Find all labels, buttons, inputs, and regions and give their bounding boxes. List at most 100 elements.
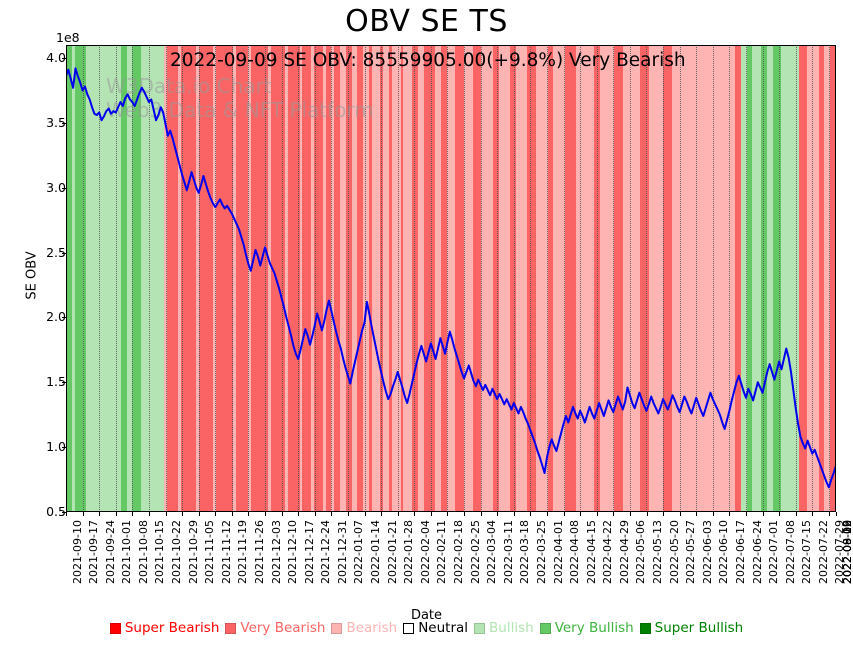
sentiment-band (342, 45, 347, 512)
x-tick-mark (165, 512, 167, 516)
sentiment-band (103, 45, 107, 512)
sentiment-band (515, 45, 520, 512)
legend-item[interactable]: Super Bearish (109, 620, 220, 636)
sentiment-band (426, 45, 430, 512)
gridline (563, 45, 565, 512)
sentiment-band (259, 45, 263, 512)
sentiment-band (138, 45, 142, 512)
sentiment-band (293, 45, 298, 512)
sentiment-band (665, 45, 670, 512)
x-tick-label: 2021-11-26 (252, 520, 266, 584)
sentiment-band (210, 45, 214, 512)
sentiment-band (345, 45, 350, 512)
sentiment-band (123, 45, 128, 512)
sentiment-band (403, 45, 407, 512)
sentiment-band (720, 45, 725, 512)
legend-item[interactable]: Very Bearish (225, 620, 325, 636)
sentiment-band (406, 45, 410, 512)
sentiment-band (795, 45, 800, 512)
x-tick-label: 2022-05-13 (651, 520, 664, 584)
sentiment-band (195, 45, 200, 512)
sentiment-band (377, 45, 381, 512)
sentiment-band (348, 45, 353, 512)
sentiment-band (723, 45, 727, 512)
gridline (596, 45, 598, 512)
sentiment-band (239, 45, 243, 512)
obv-line-series (66, 45, 836, 512)
gridline (795, 45, 797, 512)
sentiment-band (357, 45, 361, 512)
x-axis-label: Date (410, 608, 443, 623)
sentiment-band (625, 45, 629, 512)
x-tick-mark (430, 512, 432, 516)
x-tick-label: 2021-12-10 (286, 520, 300, 584)
x-tick-label: 2022-01-21 (385, 520, 399, 584)
y-tick-label: 0.5 (46, 504, 66, 519)
sentiment-band (613, 45, 618, 512)
legend-item[interactable]: Very Bullish (539, 620, 634, 636)
sentiment-band (518, 45, 523, 512)
sentiment-band (818, 45, 823, 512)
x-tick-mark (381, 512, 383, 516)
x-tick-mark (298, 512, 300, 516)
sentiment-band (642, 45, 647, 512)
sentiment-band (299, 45, 304, 512)
legend-item[interactable]: Bearish (331, 620, 397, 636)
x-tick-mark (265, 512, 266, 516)
sentiment-band (585, 45, 589, 512)
x-tick-label: 2022-04-22 (601, 520, 615, 584)
sentiment-band (397, 45, 402, 512)
x-tick-label: 2021-10-22 (170, 520, 183, 584)
x-tick-label: 2022-06-17 (733, 520, 747, 584)
sentiment-band (798, 45, 802, 512)
sentiment-band (187, 45, 191, 512)
x-tick-mark (762, 512, 764, 516)
sentiment-band (766, 45, 771, 512)
x-tick-mark (812, 512, 814, 516)
sentiment-band (115, 45, 119, 512)
sentiment-band (94, 45, 99, 512)
x-tick-mark (281, 512, 283, 516)
sentiment-band (686, 45, 690, 512)
legend-label: Super Bullish (654, 620, 744, 636)
gridline (414, 45, 416, 512)
x-tick-mark (148, 512, 150, 516)
sentiment-band (472, 45, 477, 512)
legend-item[interactable]: Bullish (474, 620, 534, 636)
sentiment-band (129, 45, 133, 512)
x-tick-mark (132, 512, 134, 516)
sentiment-band (662, 45, 667, 512)
y-tick-mark (62, 252, 66, 254)
x-tick-mark (231, 512, 233, 516)
sentiment-band (166, 45, 171, 512)
x-tick-mark (480, 512, 482, 516)
sentiment-band (668, 45, 673, 512)
sentiment-band (233, 45, 237, 512)
x-tick-mark (115, 512, 117, 516)
sentiment-band (66, 45, 70, 512)
sentiment-band (622, 45, 627, 512)
sentiment-band (417, 45, 422, 512)
sentiment-band (737, 45, 742, 512)
x-tick-label: 2021-10-08 (136, 520, 150, 584)
sentiment-band (285, 45, 289, 512)
sentiment-band (400, 45, 404, 512)
x-tick-label: 2022-03-18 (518, 520, 532, 584)
sentiment-band (146, 45, 151, 512)
legend-item[interactable]: Super Bullish (639, 620, 744, 636)
sentiment-band (383, 45, 387, 512)
plot-area: W3Data.io Chart Web3 Data & NFT Platform (66, 45, 836, 512)
sentiment-band (282, 45, 286, 512)
sentiment-band (334, 45, 338, 512)
sentiment-band (507, 45, 511, 512)
legend-label: Super Bearish (124, 620, 220, 636)
x-tick-mark (414, 512, 416, 516)
sentiment-band (432, 45, 436, 512)
legend-item[interactable]: Neutral (403, 620, 468, 636)
gridline (215, 45, 217, 512)
x-tick-mark (795, 512, 797, 516)
sentiment-band (308, 45, 312, 512)
sentiment-band (152, 45, 156, 512)
legend-label: Bullish (489, 620, 534, 636)
sentiment-band (487, 45, 491, 512)
